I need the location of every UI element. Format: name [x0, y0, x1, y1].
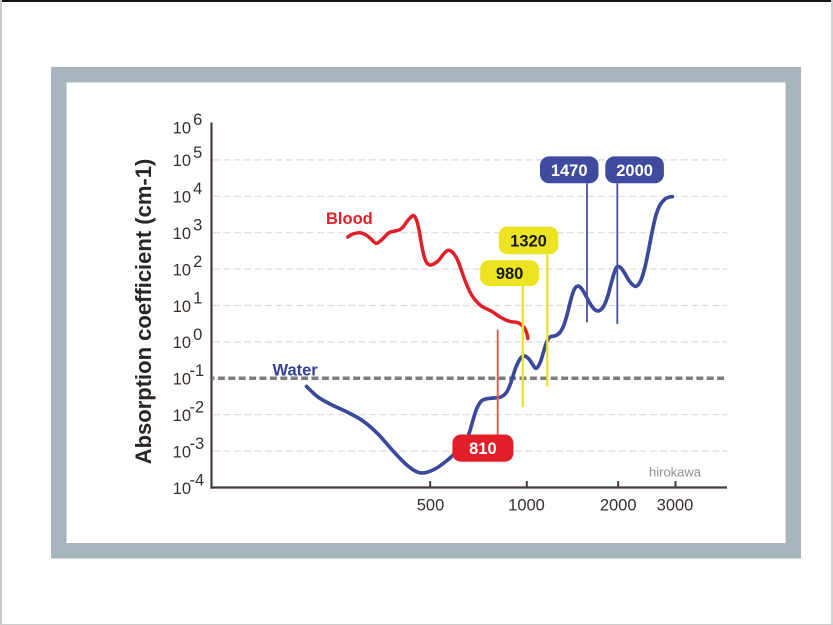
svg-text:3000: 3000: [657, 497, 694, 515]
svg-text:810: 810: [469, 440, 497, 458]
svg-text:-2: -2: [190, 399, 205, 417]
svg-text:10: 10: [173, 334, 191, 352]
svg-text:10: 10: [173, 480, 191, 498]
svg-text:2000: 2000: [600, 497, 637, 515]
svg-text:2000: 2000: [616, 162, 653, 180]
svg-text:4: 4: [193, 180, 202, 198]
svg-text:Absorption coefficient (cm-1): Absorption coefficient (cm-1): [131, 159, 156, 465]
svg-text:6: 6: [193, 111, 202, 129]
svg-text:Water: Water: [273, 362, 319, 380]
svg-text:1470: 1470: [551, 162, 588, 180]
svg-text:1000: 1000: [508, 497, 545, 515]
svg-text:5: 5: [193, 144, 202, 162]
svg-text:-1: -1: [190, 362, 205, 380]
svg-text:hirokawa: hirokawa: [649, 465, 702, 480]
svg-text:500: 500: [417, 497, 445, 515]
svg-text:10: 10: [173, 119, 191, 137]
svg-text:-4: -4: [190, 471, 205, 489]
svg-text:10: 10: [173, 152, 191, 170]
svg-text:10: 10: [173, 407, 191, 425]
svg-text:1: 1: [193, 289, 202, 307]
svg-text:0: 0: [193, 326, 202, 344]
svg-text:10: 10: [173, 298, 191, 316]
svg-text:10: 10: [173, 261, 191, 279]
svg-text:-3: -3: [190, 435, 205, 453]
svg-text:3: 3: [193, 217, 202, 235]
svg-text:980: 980: [496, 265, 524, 283]
svg-text:2: 2: [193, 253, 202, 271]
svg-text:Blood: Blood: [326, 210, 373, 228]
svg-text:1320: 1320: [510, 232, 547, 250]
svg-text:10: 10: [173, 225, 191, 243]
svg-text:10: 10: [173, 443, 191, 461]
svg-text:10: 10: [173, 189, 191, 207]
svg-text:10: 10: [173, 371, 191, 389]
